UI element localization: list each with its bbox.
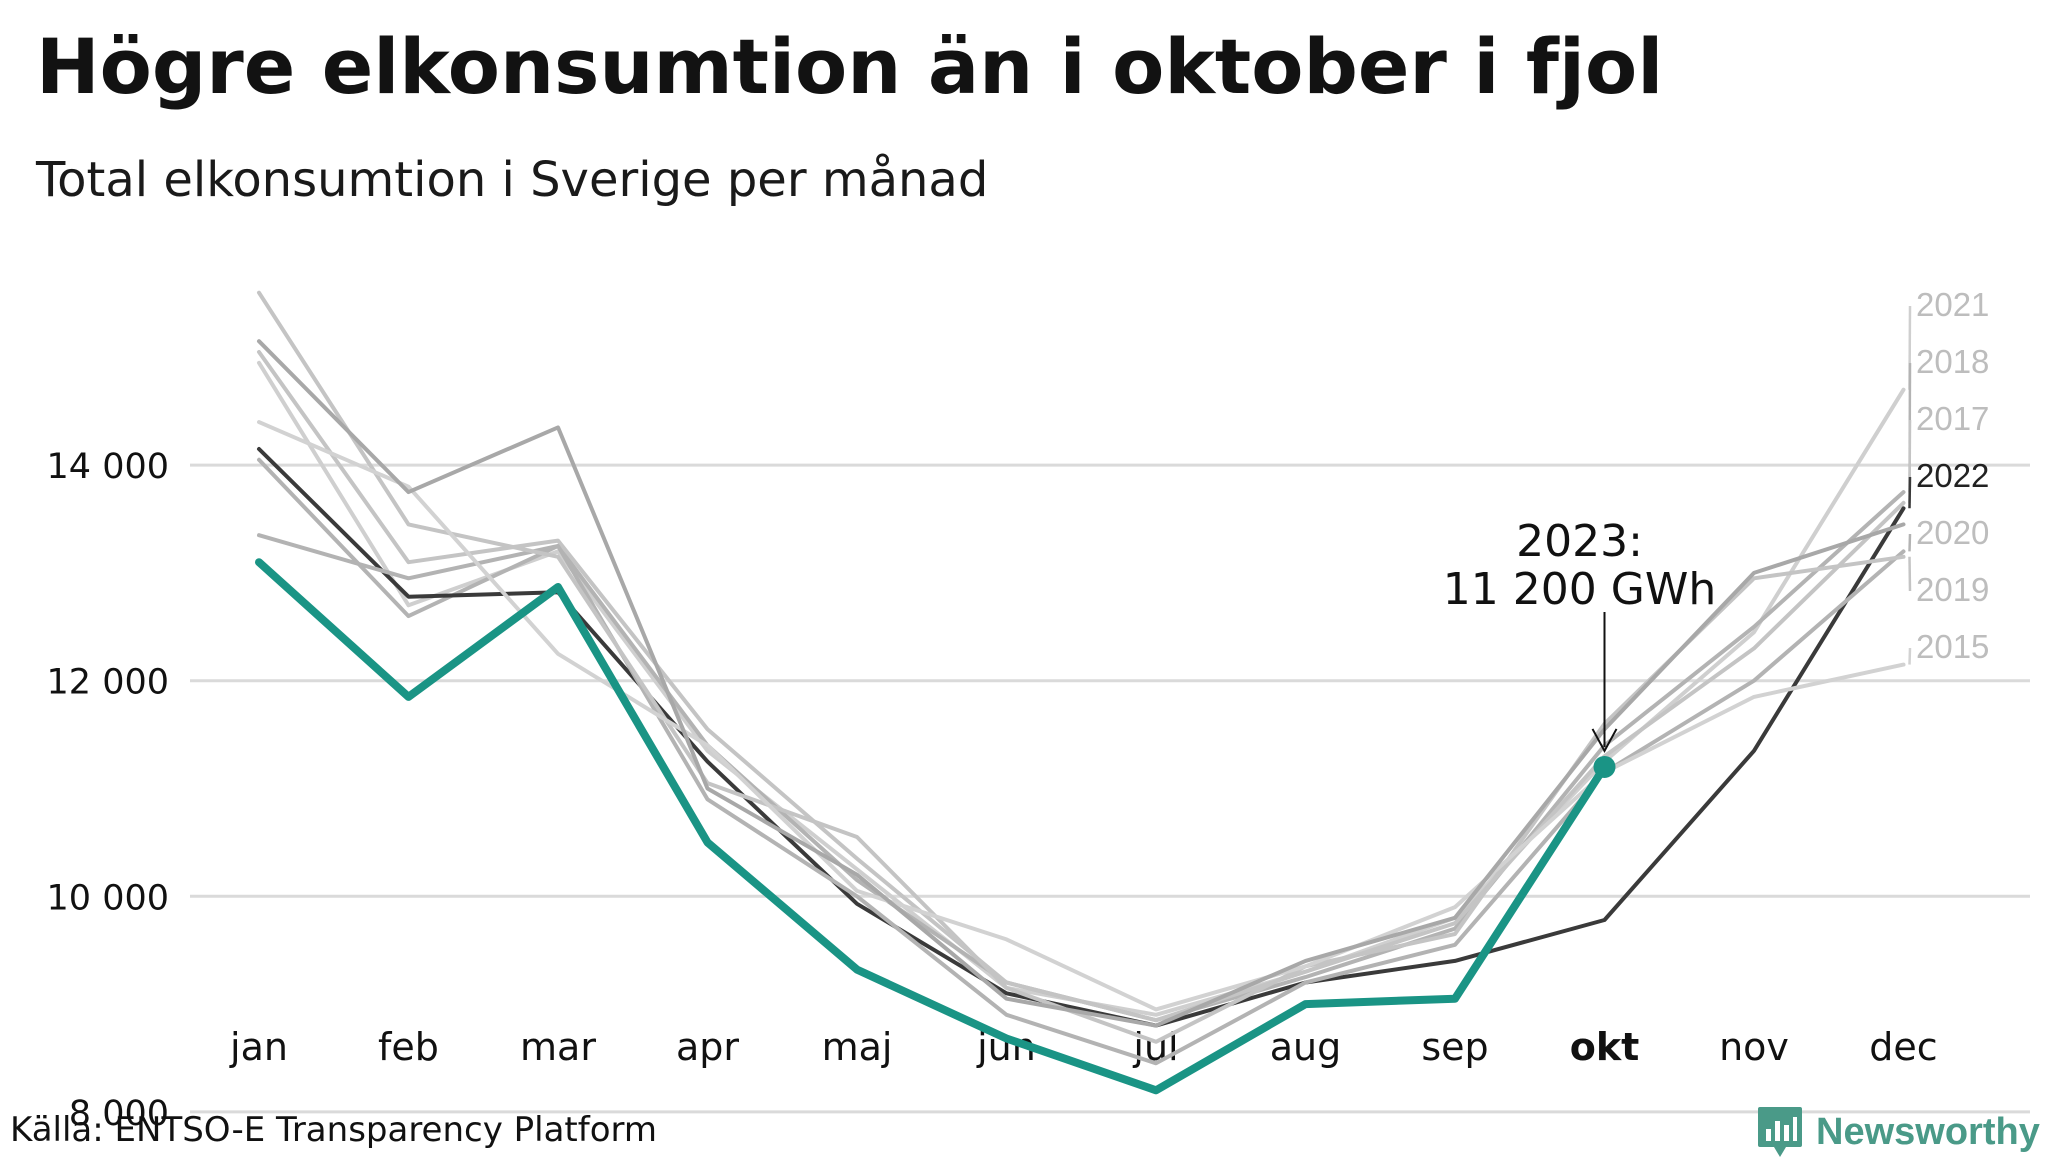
series-line: [257, 339, 1906, 1028]
source-note: Källa: ENTSO-E Transparency Platform: [10, 1110, 658, 1150]
series-end-label: 2019: [1916, 571, 1989, 608]
newsworthy-chart-logo-icon: [1758, 1107, 1802, 1157]
y-tick-label: 12 000: [47, 663, 169, 703]
series-line: [257, 360, 1906, 1017]
series-line: [257, 447, 1906, 1028]
chart-subtitle: Total elkonsumtion i Sverige per månad: [36, 152, 989, 208]
series-line-highlight: [255, 558, 1609, 1095]
annotation-arrowhead: [1591, 728, 1618, 754]
x-tick-label: maj: [822, 1025, 893, 1069]
series-line: [257, 290, 1906, 1044]
y-tick-label: 10 000: [47, 878, 169, 918]
series-line: [257, 420, 1906, 1012]
series-label-leader: [1908, 533, 1912, 552]
x-tick-label: dec: [1869, 1025, 1937, 1069]
highlight-point: [1593, 755, 1616, 778]
x-tick-label: okt: [1570, 1025, 1640, 1069]
newsworthy-logo: Newsworthy: [1756, 1104, 2040, 1160]
brand-name: Newsworthy: [1816, 1110, 2040, 1153]
x-tick-label: apr: [676, 1025, 739, 1069]
annotation-label: 2023:: [1516, 516, 1643, 567]
x-tick-label: aug: [1270, 1025, 1342, 1069]
x-tick-label: mar: [520, 1025, 596, 1069]
chart-title: Högre elkonsumtion än i oktober i fjol: [36, 22, 1664, 111]
x-tick-label: jan: [229, 1025, 288, 1069]
series-end-label: 2021: [1916, 286, 1989, 323]
series-end-label: 2022: [1916, 457, 1989, 494]
series-label-leader: [1908, 647, 1912, 665]
y-tick-label: 8 000: [69, 1094, 169, 1134]
y-tick-label: 14 000: [47, 447, 169, 487]
series-end-label: 2020: [1916, 514, 1989, 551]
series-label-leader: [1908, 556, 1912, 592]
x-tick-label: feb: [378, 1025, 439, 1069]
series-end-label: 2017: [1916, 400, 1989, 437]
annotation-value: 11 200 GWh: [1443, 564, 1716, 615]
x-tick-label: nov: [1719, 1025, 1789, 1069]
x-tick-label: sep: [1421, 1025, 1488, 1069]
series-line: [257, 350, 1906, 1023]
series-end-label: 2015: [1916, 628, 1989, 665]
series-label-leader: [1908, 476, 1912, 509]
series-end-label: 2018: [1916, 343, 1989, 380]
